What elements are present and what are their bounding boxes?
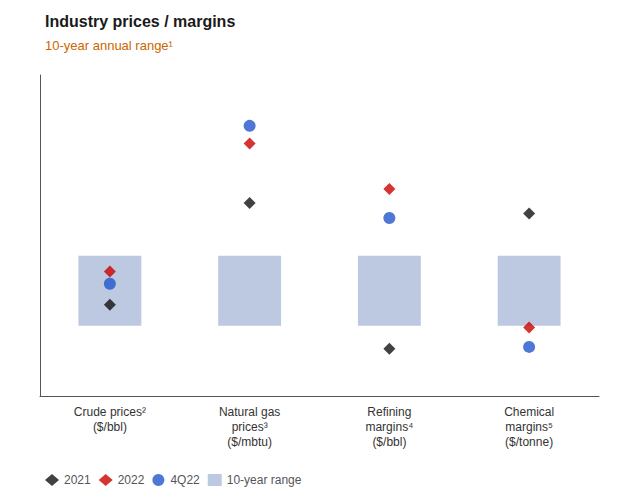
svg-text:Industry prices / margins: Industry prices / margins <box>45 13 235 30</box>
svg-text:Crude prices²: Crude prices² <box>74 405 146 419</box>
svg-text:10-year range: 10-year range <box>227 473 302 487</box>
svg-text:2022: 2022 <box>118 473 145 487</box>
svg-text:margins⁵: margins⁵ <box>505 420 553 434</box>
svg-text:prices³: prices³ <box>232 420 268 434</box>
svg-text:10-year annual range¹: 10-year annual range¹ <box>45 38 174 53</box>
svg-text:($/bbl): ($/bbl) <box>93 420 127 434</box>
svg-text:($/tonne): ($/tonne) <box>505 435 553 449</box>
svg-text:($/mbtu): ($/mbtu) <box>227 435 272 449</box>
svg-text:2021: 2021 <box>64 473 91 487</box>
svg-text:4Q22: 4Q22 <box>170 473 200 487</box>
svg-text:margins⁴: margins⁴ <box>365 420 413 434</box>
svg-text:($/bbl): ($/bbl) <box>372 435 406 449</box>
svg-text:Chemical: Chemical <box>504 405 554 419</box>
svg-text:Natural gas: Natural gas <box>219 405 280 419</box>
svg-text:Refining: Refining <box>367 405 411 419</box>
